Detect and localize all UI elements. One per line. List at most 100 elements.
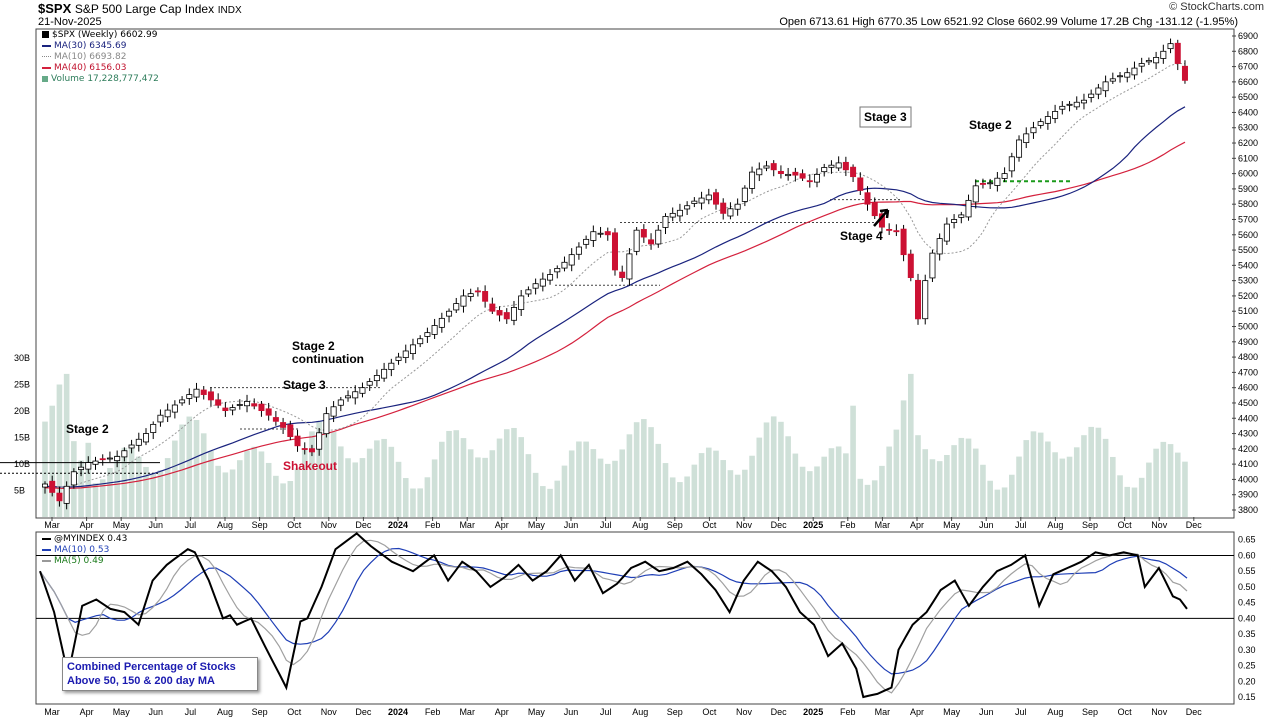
chart-title: $SPX S&P 500 Large Cap Index INDX [38, 1, 242, 16]
volume-bar [172, 440, 178, 517]
candle-body [236, 404, 243, 406]
month-label: Aug [1047, 707, 1063, 717]
candle-body [496, 310, 503, 316]
price-tick-label: 5900 [1238, 184, 1258, 194]
candle-body [114, 456, 121, 462]
volume-bar [980, 464, 986, 517]
volume-bar [532, 472, 539, 517]
price-tick-label: 4700 [1238, 367, 1258, 377]
indicator-ma10-line [39, 547, 1188, 675]
candle-body [734, 203, 741, 210]
volume-bar [503, 429, 510, 517]
candle-body [106, 457, 113, 460]
support-resistance-lines [0, 180, 1070, 474]
volume-bar [482, 457, 488, 517]
volume-bar [410, 488, 416, 517]
volume-bar [814, 466, 820, 517]
month-label: Sep [252, 707, 268, 717]
month-label: Mar [44, 707, 60, 717]
candle-body [1001, 173, 1008, 179]
volume-bar [958, 437, 965, 517]
month-label: Jun [979, 520, 994, 530]
month-label: Sep [667, 707, 683, 717]
volume-axis: 5B 10B 15B 20B 25B 30B [14, 353, 30, 496]
month-label: Jul [1015, 707, 1027, 717]
month-label: Apr [495, 520, 509, 530]
candle-body [814, 173, 821, 183]
volume-bar [713, 450, 719, 517]
volume-bar [345, 458, 351, 517]
volume-bar [85, 442, 92, 517]
volume-bar [1167, 444, 1174, 517]
candle-body [128, 444, 135, 449]
candle-body [915, 279, 922, 320]
candle-body [929, 252, 936, 279]
volume-bar [727, 470, 734, 517]
candle-body [539, 278, 546, 287]
candle-body [619, 271, 626, 278]
month-label: Sep [667, 520, 683, 530]
indicator-legend: @MYINDEX 0.43 MA(10) 0.53 MA(5) 0.49 [42, 534, 127, 567]
month-label: Feb [840, 707, 856, 717]
indicator-ma5-line [39, 539, 1188, 694]
month-label: May [528, 520, 546, 530]
volume-bar [1095, 427, 1102, 517]
candle-body [691, 200, 698, 204]
volume-bar [1160, 441, 1167, 517]
price-tick-label: 4600 [1238, 383, 1258, 393]
volume-bar [965, 438, 972, 517]
volume-bar [330, 431, 337, 517]
candle-body [287, 424, 294, 438]
candle-body [474, 290, 481, 293]
candle-body [337, 399, 344, 406]
month-label: 2024 [388, 707, 408, 717]
candle-body [49, 480, 56, 493]
month-label: Oct [287, 520, 302, 530]
candle-body [583, 238, 590, 245]
candle-body [1059, 105, 1066, 110]
candle-body [1037, 121, 1044, 126]
candle-body [1052, 111, 1059, 119]
volume-bar [1081, 435, 1087, 517]
volume-bar [402, 478, 409, 517]
volume-bar [742, 469, 748, 517]
candle-body [186, 394, 193, 399]
candle-body [669, 212, 676, 218]
volume-bar [99, 479, 106, 517]
volume-bar [886, 446, 892, 517]
stockcharts-brand[interactable]: © StockCharts.com [1169, 1, 1264, 13]
candle-body [554, 268, 561, 273]
candle-body [518, 295, 525, 310]
annotation-shakeout: Shakeout [283, 459, 337, 473]
volume-bar [626, 434, 633, 517]
candle-body [842, 161, 849, 171]
candle-body [1167, 43, 1174, 50]
volume-bar [684, 476, 690, 517]
candle-body [1174, 42, 1181, 64]
candle-body [958, 214, 965, 218]
volume-tick-label: 5B [14, 486, 25, 496]
month-label: May [943, 520, 961, 530]
volume-bar [381, 438, 387, 517]
volume-bar [511, 427, 517, 517]
candle-body [965, 199, 972, 218]
candle-body [547, 274, 554, 281]
candle-body [532, 283, 539, 289]
month-label: Jun [149, 707, 164, 717]
candle-body [1131, 67, 1138, 76]
candle-body [568, 254, 575, 266]
annotation-stage2-left: Stage 2 [66, 422, 109, 436]
indicator-tick-label: 0.65 [1238, 535, 1256, 545]
candle-body [373, 375, 380, 382]
volume-bar [648, 427, 654, 517]
candle-body [604, 231, 611, 236]
month-label: Jul [185, 520, 197, 530]
volume-bar [561, 465, 568, 517]
price-tick-label: 3900 [1238, 490, 1258, 500]
month-label: May [943, 707, 961, 717]
volume-bar [619, 449, 625, 517]
candle-body [438, 317, 445, 328]
month-label: Sep [1082, 707, 1098, 717]
month-label: Oct [1118, 520, 1133, 530]
